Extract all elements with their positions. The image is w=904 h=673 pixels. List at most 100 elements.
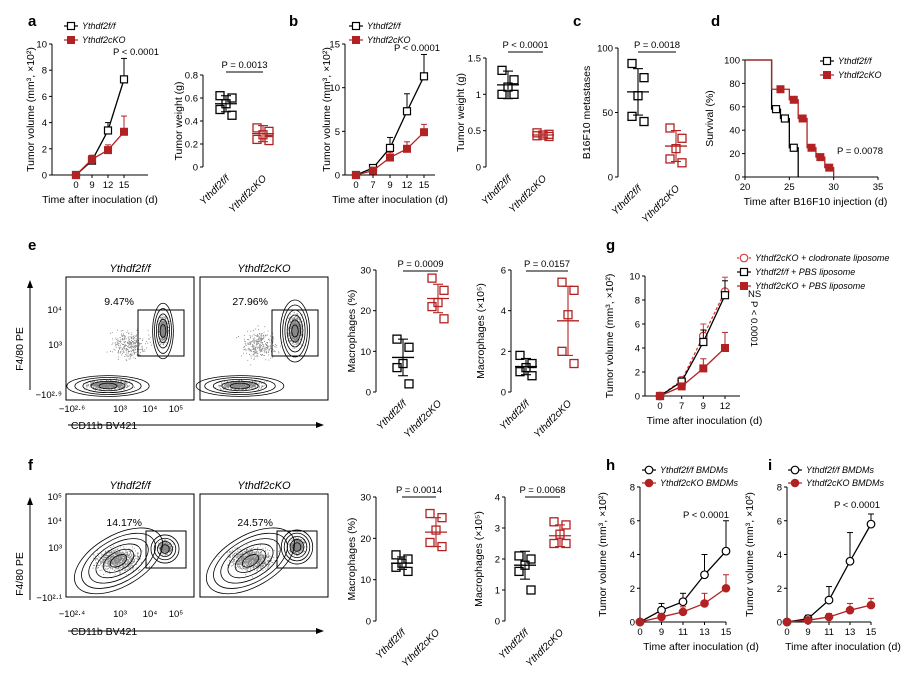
y-axis-label: Tumor weight (g)	[173, 82, 185, 161]
y-tick-label: 0	[193, 163, 198, 174]
data-point	[391, 550, 401, 560]
p-value-annotation: P < 0.0001	[683, 510, 729, 521]
panel-label-h: h	[606, 457, 615, 474]
flow-x-axis-label: CD11b BV421	[71, 420, 138, 432]
data-point	[677, 133, 687, 143]
legend-marker	[790, 465, 800, 475]
data-point	[532, 131, 542, 141]
data-point	[420, 128, 428, 137]
y-tick-label: 10	[329, 83, 340, 94]
censor-mark	[816, 153, 825, 162]
x-tick-label: 9	[701, 401, 706, 412]
category-label: Ythdf2f/f	[498, 397, 533, 432]
flow-x-tick: 10⁴	[143, 609, 158, 620]
data-point	[385, 143, 395, 153]
flow-y-tick: −10²·⁹	[35, 390, 62, 401]
density-contour	[82, 378, 134, 394]
panel-label-c: c	[573, 13, 581, 30]
x-tick-label: 9	[387, 180, 392, 191]
data-point	[569, 358, 579, 369]
flow-plot-title: Ythdf2f/f	[110, 480, 152, 492]
flow-y-axis-label: F4/80 PE	[14, 327, 26, 371]
x-tick-label: 15	[119, 180, 130, 191]
data-point	[665, 123, 675, 133]
y-tick-label: 0	[630, 618, 635, 629]
x-tick-label: 25	[784, 182, 795, 193]
density-contour	[154, 308, 172, 354]
data-point	[439, 285, 449, 295]
density-contour	[74, 527, 163, 595]
x-tick-label: 0	[73, 180, 78, 191]
data-point	[527, 371, 537, 381]
flow-plot-frame	[65, 493, 195, 598]
density-contour	[292, 542, 302, 552]
data-point	[515, 367, 525, 377]
legend-marker	[823, 71, 831, 79]
panel-label-d: d	[711, 13, 720, 30]
data-point	[252, 134, 262, 145]
data-point	[227, 93, 237, 103]
data-point	[677, 382, 686, 391]
y-tick-label: 0	[501, 388, 506, 399]
y-tick-label: 4	[635, 344, 640, 355]
y-tick-label: 1	[476, 90, 481, 101]
data-point	[497, 65, 507, 76]
flow-y-tick: 10⁵	[47, 492, 62, 503]
x-tick-label: 0	[353, 180, 358, 191]
x-axis-label: Time after inoculation (d)	[647, 415, 763, 427]
data-point	[678, 607, 688, 617]
data-point	[544, 131, 554, 142]
category-label: Ythdf2f/f	[198, 172, 233, 207]
data-point	[639, 116, 649, 127]
data-point	[635, 617, 645, 627]
data-point	[699, 337, 708, 347]
censor-mark	[771, 105, 781, 114]
data-point	[515, 350, 525, 361]
flow-x-arrowhead	[316, 422, 324, 428]
flow-plot-title: Ythdf2cKO	[237, 480, 291, 492]
gate-percentage: 27.96%	[232, 296, 268, 308]
legend-label: Ythdf2cKO	[367, 35, 411, 45]
legend-label: Ythdf2cKO BMDMs	[660, 478, 739, 488]
p-value-annotation: P < 0.0001	[113, 47, 159, 58]
p-value-annotation: P < 0.0001	[394, 43, 440, 54]
category-label: Ythdf2cKO	[524, 627, 566, 669]
y-axis-label: Tumor volume (mm³, ×10²)	[25, 47, 37, 172]
p-value-annotation: NS	[748, 289, 761, 300]
x-tick-label: 13	[699, 627, 710, 638]
x-tick-label: 11	[678, 627, 688, 638]
legend-label: Ythdf2f/f + PBS liposome	[755, 267, 855, 277]
category-label: Ythdf2f/f	[374, 626, 409, 661]
x-tick-label: 13	[845, 627, 856, 638]
censor-mark	[776, 85, 785, 94]
x-axis-label: Time after inoculation (d)	[643, 641, 759, 653]
data-point	[700, 570, 709, 580]
panel-label-a: a	[28, 13, 37, 30]
x-tick-label: 0	[657, 401, 662, 412]
data-point	[557, 277, 567, 287]
data-point	[419, 72, 429, 81]
y-axis-label: Survival (%)	[704, 90, 716, 147]
data-point	[215, 104, 225, 115]
p-value-annotation: P = 0.0018	[634, 40, 680, 51]
y-tick-label: 40	[729, 126, 740, 137]
data-point	[824, 612, 834, 622]
data-point	[425, 537, 435, 548]
legend-label: Ythdf2cKO BMDMs	[806, 478, 885, 488]
density-contour	[286, 314, 304, 348]
y-axis-label: Tumor volume (mm³, ×10²)	[744, 492, 756, 617]
data-point	[721, 583, 731, 593]
data-point	[866, 600, 876, 610]
flow-plot-title: Ythdf2cKO	[237, 263, 291, 275]
category-label: Ythdf2cKO	[402, 398, 444, 440]
y-tick-label: 10	[360, 347, 371, 358]
data-point	[404, 342, 414, 352]
data-point	[403, 566, 413, 577]
density-contour	[234, 548, 267, 573]
y-tick-label: 0	[476, 163, 481, 174]
data-point	[369, 166, 377, 175]
legend-marker	[351, 21, 361, 31]
flow-plot-e-cko	[195, 276, 329, 401]
density-contour	[291, 324, 299, 338]
data-point	[526, 585, 536, 595]
